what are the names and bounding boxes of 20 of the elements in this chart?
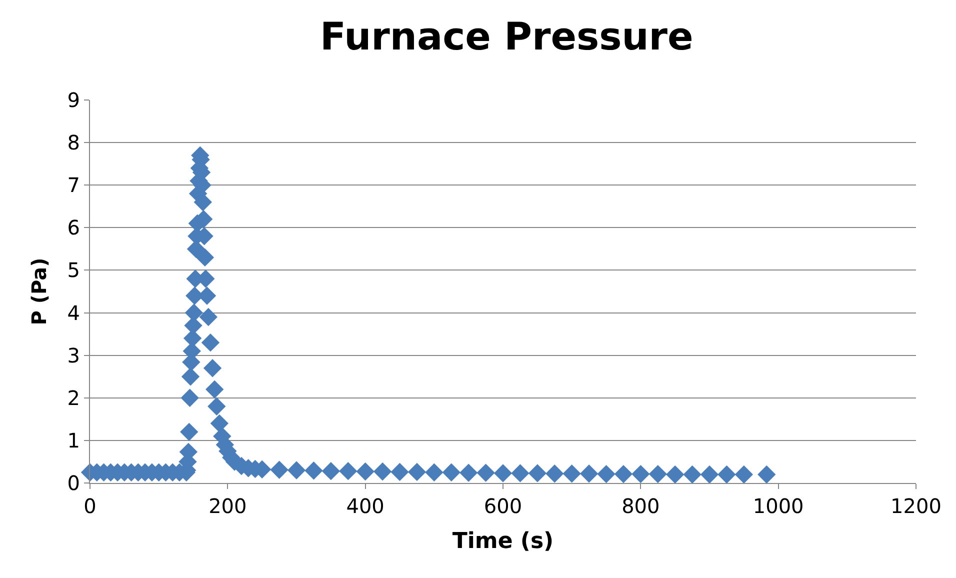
y-tick-label: 4 — [67, 300, 80, 325]
y-tick-label: 6 — [67, 216, 80, 240]
x-axis-title: Time (s) — [452, 528, 554, 554]
y-tick-label: 9 — [67, 88, 80, 112]
y-tick-label: 3 — [67, 343, 80, 368]
y-tick-label: 8 — [67, 130, 80, 155]
x-tick-label: 1200 — [890, 494, 942, 518]
x-tick-label: 200 — [208, 494, 247, 518]
y-tick-label: 2 — [67, 386, 80, 410]
y-tick-label: 1 — [67, 428, 80, 452]
x-tick-label: 400 — [346, 494, 384, 518]
y-axis-title: P (Pa) — [26, 258, 51, 326]
x-tick-label: 800 — [622, 494, 660, 518]
y-tick-label: 5 — [67, 258, 80, 282]
x-tick-label: 0 — [84, 494, 96, 518]
x-tick-label: 1000 — [752, 494, 804, 518]
y-tick-label: 7 — [67, 173, 80, 198]
x-tick-label: 600 — [484, 494, 522, 518]
y-tick-label: 0 — [67, 471, 80, 495]
chart-title: Furnace Pressure — [320, 14, 694, 59]
